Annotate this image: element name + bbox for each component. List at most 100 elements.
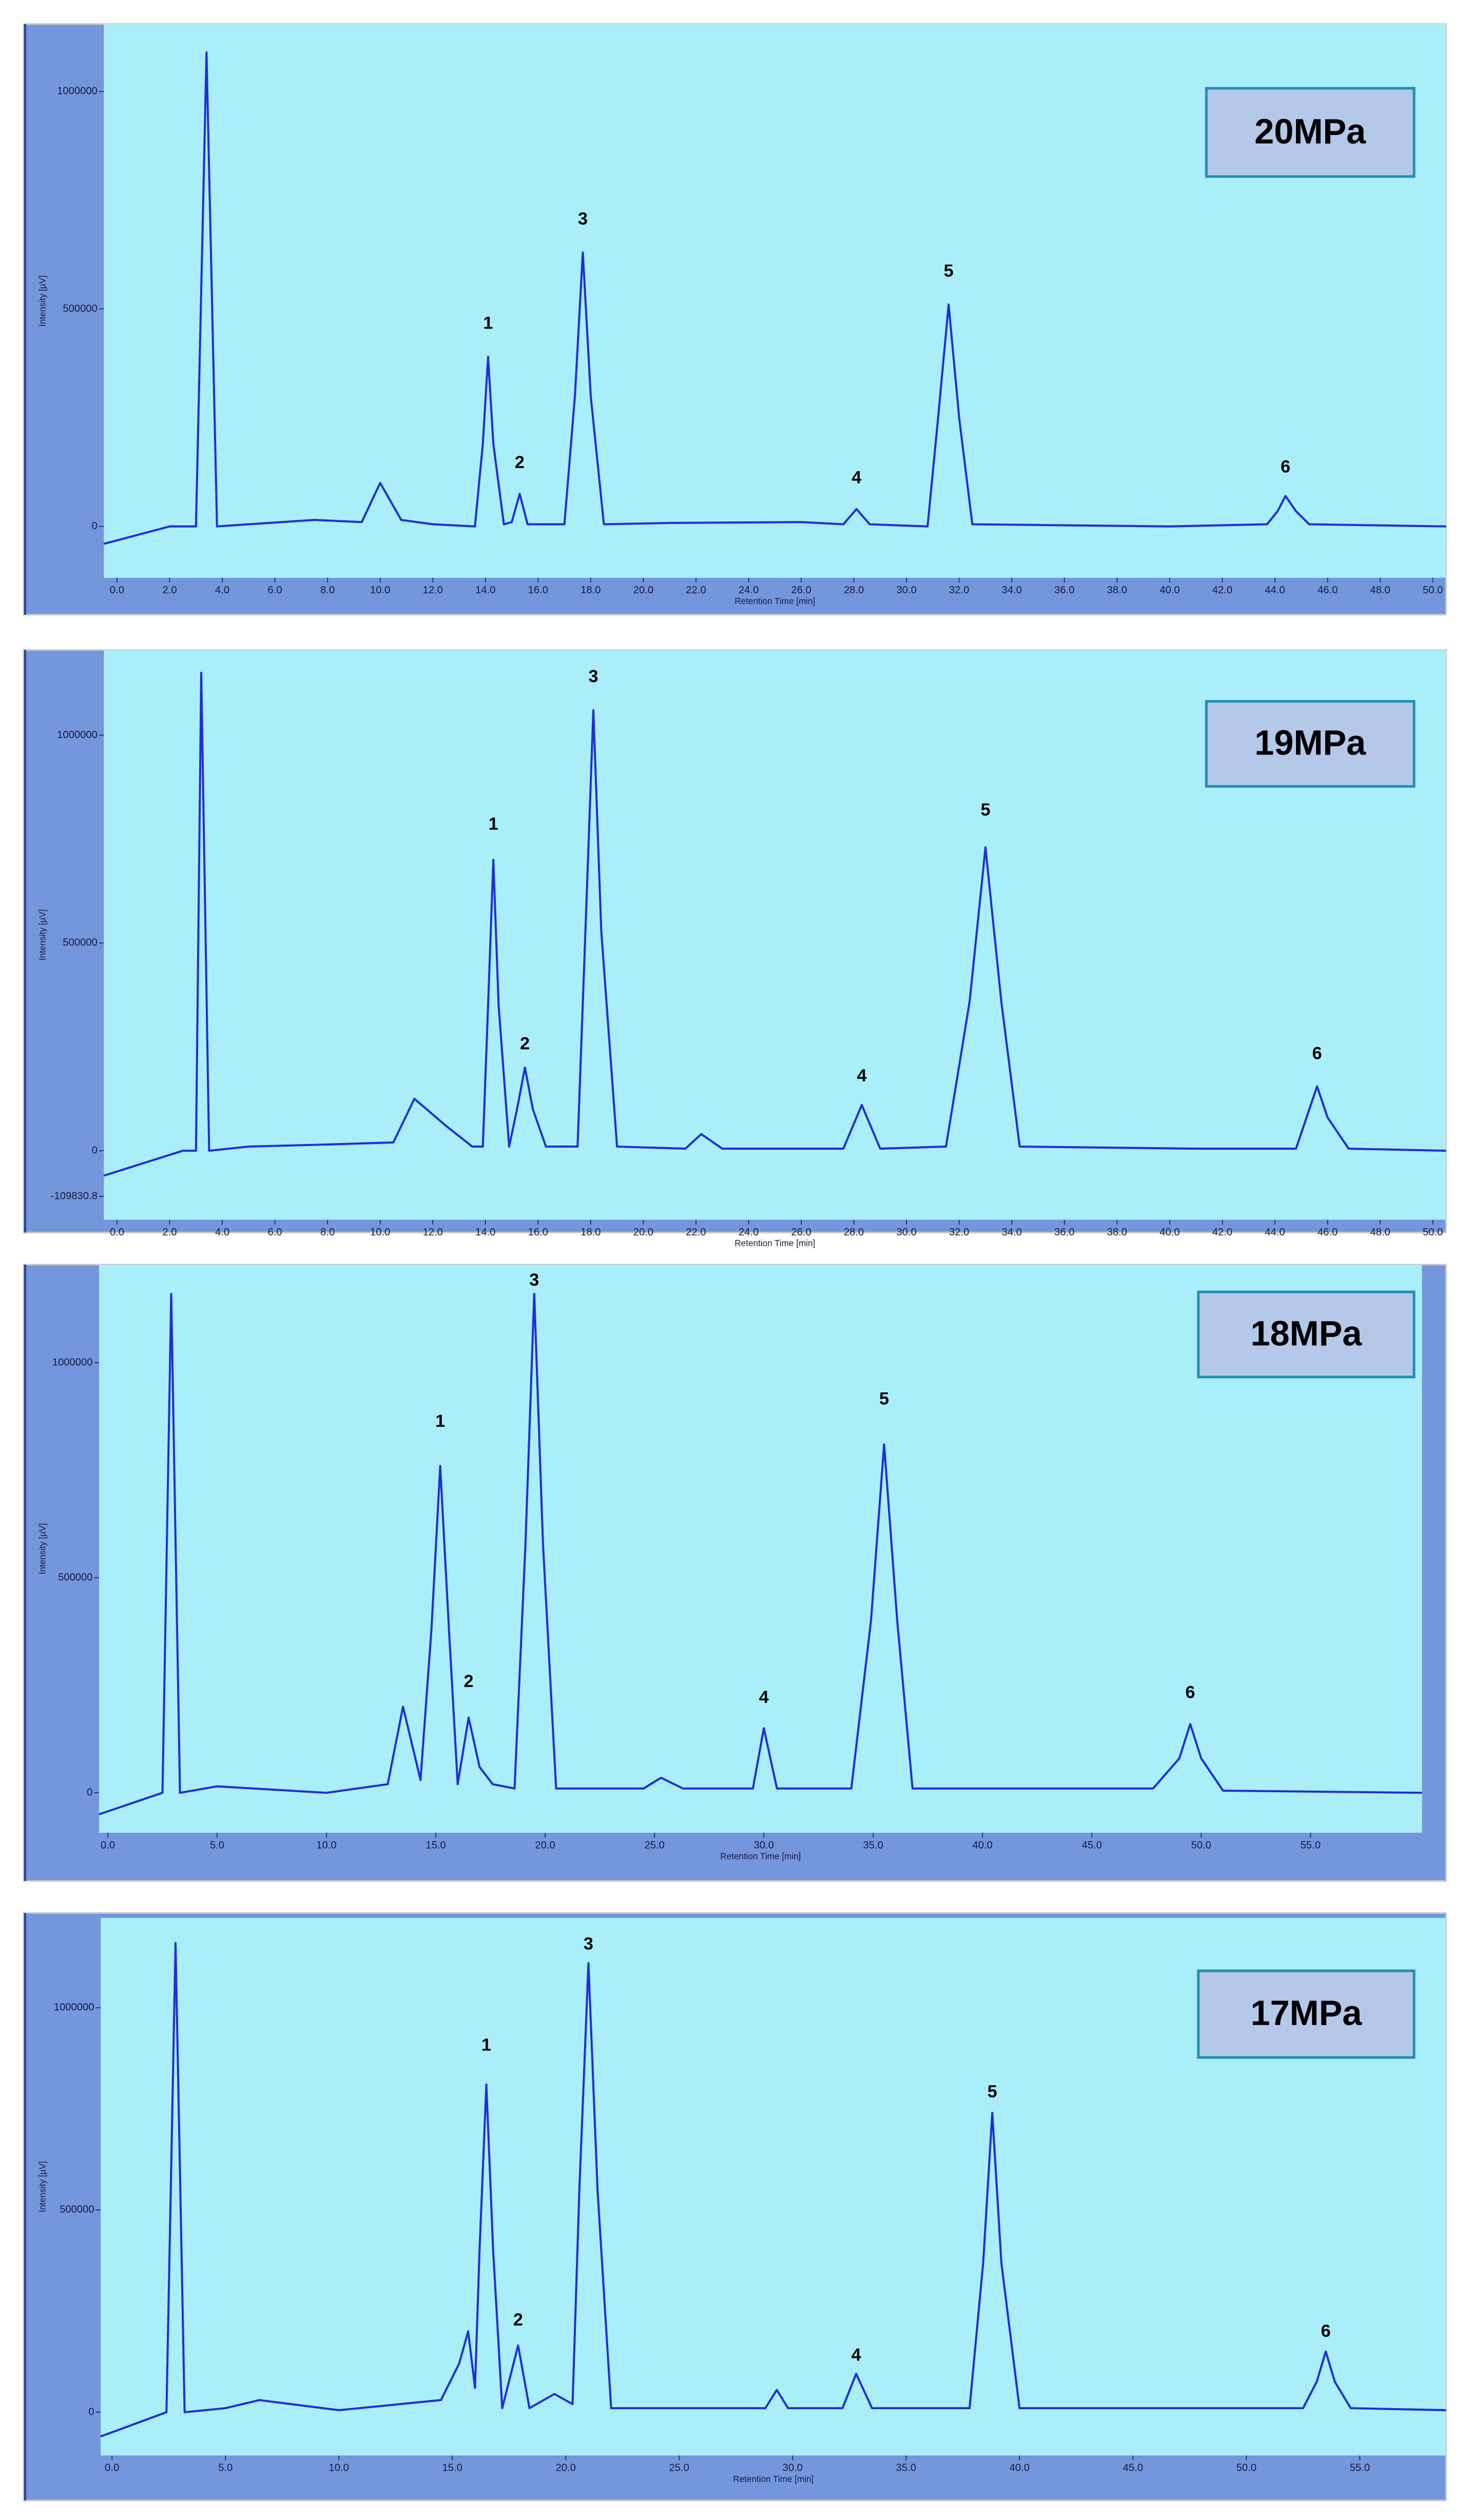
title-box: [1197, 1969, 1416, 2059]
x-tick-label: 40.0: [973, 1839, 993, 1851]
x-tick-label: 0.0: [110, 1227, 124, 1238]
x-tick-label: 55.0: [1301, 1839, 1321, 1851]
x-tick-label: 25.0: [669, 2463, 689, 2474]
x-tick-label: 15.0: [425, 1839, 446, 1851]
x-tick-label: 12.0: [423, 1227, 443, 1238]
x-tick-label: 6.0: [268, 585, 282, 596]
x-tick-label: 24.0: [739, 585, 759, 596]
y-axis-label: Intensity [µV]: [37, 1523, 48, 1575]
x-tick-label: 20.0: [556, 2463, 576, 2474]
peak-label: 4: [852, 468, 861, 488]
x-tick-label: 40.0: [1010, 2463, 1030, 2474]
x-tick-label: 22.0: [686, 1227, 706, 1238]
x-tick-label: 5.0: [218, 2463, 233, 2474]
chart-title: 20MPa: [1254, 111, 1366, 151]
peak-label: 3: [588, 667, 598, 686]
x-tick-label: 2.0: [162, 1227, 177, 1238]
peak-label: 1: [481, 2036, 491, 2055]
peak-label: 6: [1281, 457, 1290, 476]
x-tick-label: 14.0: [475, 585, 495, 596]
x-tick-label: 22.0: [686, 585, 706, 596]
x-tick-label: 35.0: [863, 1839, 883, 1851]
x-tick-label: 48.0: [1370, 585, 1390, 596]
peak-label: 4: [857, 1066, 866, 1085]
x-tick-label: 30.0: [753, 1839, 773, 1851]
peak-label: 3: [529, 1270, 539, 1290]
peak-label: 5: [944, 261, 954, 281]
x-tick-label: 26.0: [791, 1227, 811, 1238]
x-tick-label: 45.0: [1082, 1839, 1102, 1851]
x-tick-label: 36.0: [1054, 585, 1074, 596]
x-tick-label: 0.0: [105, 2463, 119, 2474]
x-tick-label: 16.0: [528, 585, 548, 596]
peak-label: 6: [1185, 1683, 1195, 1702]
panel: -109830.8 0 500000 1000000 0.0 2.0 4.0 6.0 8.0 10…: [23, 649, 1447, 1248]
x-tick-label: 8.0: [320, 585, 335, 596]
x-tick-label: 18.0: [581, 1227, 601, 1238]
x-tick-label: 26.0: [791, 585, 811, 596]
title-box: [1205, 700, 1416, 788]
x-tick-label: 4.0: [215, 585, 229, 596]
y-tick-label: 0: [88, 2406, 94, 2417]
y-tick-label: 0: [92, 1145, 98, 1156]
x-axis-label: Retention Time [min]: [734, 1238, 815, 1248]
x-tick-label: 28.0: [844, 585, 864, 596]
x-axis-label: Retention Time [min]: [720, 1851, 801, 1861]
x-axis-label: Retention Time [min]: [734, 596, 815, 606]
x-tick-label: 35.0: [896, 2463, 916, 2474]
peak-label: 3: [584, 1934, 593, 1954]
y-tick-label: 1000000: [57, 729, 98, 741]
x-tick-label: 2.0: [162, 585, 177, 596]
x-tick-label: 44.0: [1265, 1227, 1285, 1238]
chromatogram-line: [99, 1293, 1422, 1815]
title-box: [1197, 1290, 1416, 1379]
x-tick-label: 20.0: [633, 1227, 653, 1238]
x-tick-label: 4.0: [215, 1227, 229, 1238]
chromatogram-line: [103, 671, 1446, 1177]
x-tick-label: 30.0: [783, 2463, 803, 2474]
chromatogram-line: [100, 1942, 1446, 2438]
x-tick-label: 18.0: [581, 585, 601, 596]
x-tick-label: 50.0: [1423, 1227, 1443, 1238]
peak-label: 6: [1321, 2321, 1330, 2341]
peak-label: 2: [513, 2310, 523, 2330]
peak-label: 3: [578, 209, 588, 228]
x-tick-label: 32.0: [949, 585, 969, 596]
y-axis-label: Intensity [µV]: [37, 275, 48, 326]
x-tick-label: 42.0: [1212, 585, 1232, 596]
peak-label: 1: [435, 1411, 445, 1431]
panel: 0 500000 1000000 0.0 2.0 4.0 6.0 8.0 10.0 12.0 14.…: [23, 23, 1447, 616]
peak-label: 5: [988, 2082, 997, 2101]
x-tick-label: 30.0: [896, 1227, 916, 1238]
x-tick-label: 24.0: [739, 1227, 759, 1238]
x-tick-label: 20.0: [633, 585, 653, 596]
x-tick-label: 38.0: [1107, 585, 1127, 596]
y-tick-label: -109830.8: [51, 1190, 98, 1201]
y-tick-label: 500000: [63, 937, 97, 948]
x-tick-label: 44.0: [1265, 585, 1285, 596]
peak-label: 6: [1312, 1043, 1322, 1063]
x-tick-label: 10.0: [370, 585, 390, 596]
peak-label: 1: [489, 814, 498, 833]
x-tick-label: 36.0: [1054, 1227, 1074, 1238]
x-tick-label: 45.0: [1123, 2463, 1143, 2474]
x-tick-label: 46.0: [1318, 1227, 1338, 1238]
y-axis-label: Intensity [µV]: [37, 2161, 48, 2213]
x-axis-label: Retention Time [min]: [733, 2474, 814, 2484]
x-tick-label: 10.0: [329, 2463, 349, 2474]
peak-label: 2: [463, 1672, 473, 1691]
peak-label: 5: [879, 1389, 889, 1408]
x-tick-label: 32.0: [949, 1227, 969, 1238]
x-tick-label: 40.0: [1159, 585, 1179, 596]
x-tick-label: 25.0: [644, 1839, 664, 1851]
x-tick-label: 50.0: [1236, 2463, 1256, 2474]
x-tick-label: 15.0: [442, 2463, 462, 2474]
x-tick-label: 46.0: [1318, 585, 1338, 596]
x-tick-label: 20.0: [535, 1839, 555, 1851]
x-tick-label: 50.0: [1423, 585, 1443, 596]
x-tick-label: 5.0: [210, 1839, 224, 1851]
y-axis-label: Intensity [µV]: [37, 909, 48, 961]
